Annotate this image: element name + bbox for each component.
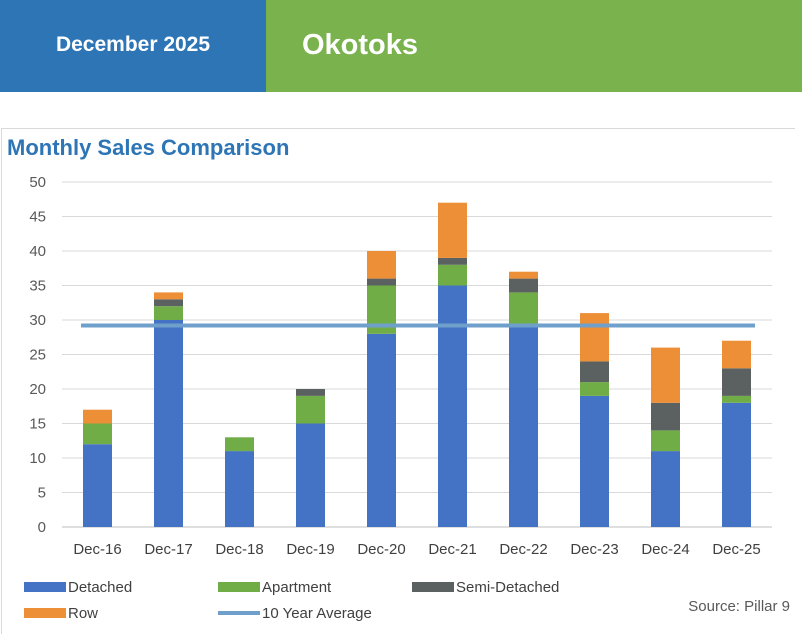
bar-segment-semi-detached: [580, 361, 609, 383]
chart-panel: [1, 128, 795, 634]
bar-segment-semi-detached: [722, 368, 751, 396]
bar-segment-row: [509, 271, 538, 279]
y-tick-label: 35: [29, 278, 46, 295]
y-tick-label: 0: [38, 519, 46, 536]
y-tick-label: 25: [29, 347, 46, 364]
legend-label: 10 Year Average: [262, 605, 372, 622]
bar-segment-row: [580, 313, 609, 362]
header-date-panel: December 2025: [0, 0, 266, 92]
bar-segment-row: [722, 340, 751, 369]
legend-label: Semi-Detached: [456, 579, 559, 596]
bar-segment-apartment: [580, 382, 609, 396]
bar-segment-detached: [296, 423, 325, 527]
header-date: December 2025: [55, 33, 211, 56]
bar-segment-apartment: [509, 292, 538, 327]
legend-label: Apartment: [262, 579, 332, 596]
x-tick-label: Dec-24: [641, 541, 689, 558]
bar-segment-apartment: [225, 437, 254, 452]
y-tick-label: 30: [29, 312, 46, 329]
legend-swatch: [412, 582, 454, 592]
bar-segment-apartment: [438, 264, 467, 286]
bar-segment-apartment: [154, 306, 183, 320]
y-tick-label: 45: [29, 209, 46, 226]
bar-segment-semi-detached: [367, 278, 396, 286]
bar-segment-semi-detached: [154, 299, 183, 307]
bar-segment-detached: [580, 395, 609, 527]
bar-segment-row: [367, 251, 396, 279]
legend-label: Detached: [68, 579, 132, 596]
x-tick-label: Dec-25: [712, 541, 760, 558]
x-tick-label: Dec-19: [286, 541, 334, 558]
legend-swatch: [24, 582, 66, 592]
header-location-panel: Okotoks: [266, 0, 802, 92]
bar-segment-detached: [509, 326, 538, 527]
bar-segment-detached: [154, 320, 183, 527]
bar-segment-detached: [438, 285, 467, 527]
bar-segment-detached: [83, 444, 112, 527]
y-tick-label: 15: [29, 416, 46, 433]
x-tick-label: Dec-22: [499, 541, 547, 558]
bar-segment-apartment: [651, 430, 680, 452]
y-tick-label: 40: [29, 243, 46, 260]
y-tick-label: 5: [38, 485, 46, 502]
legend-swatch: [24, 608, 66, 618]
x-tick-label: Dec-21: [428, 541, 476, 558]
bar-segment-detached: [651, 451, 680, 527]
y-tick-label: 20: [29, 381, 46, 398]
bar-segment-semi-detached: [296, 389, 325, 396]
bar-segment-apartment: [296, 395, 325, 424]
chart-title: Monthly Sales Comparison: [7, 135, 290, 160]
x-tick-label: Dec-18: [215, 541, 263, 558]
bar-segment-semi-detached: [651, 402, 680, 431]
bar-segment-row: [651, 347, 680, 403]
bar-segment-apartment: [722, 395, 751, 403]
x-tick-label: Dec-17: [144, 541, 192, 558]
x-tick-label: Dec-20: [357, 541, 405, 558]
y-tick-label: 50: [29, 174, 46, 191]
bar-segment-semi-detached: [509, 278, 538, 293]
x-tick-label: Dec-16: [73, 541, 121, 558]
bar-segment-semi-detached: [438, 257, 467, 265]
bar-segment-apartment: [83, 423, 112, 445]
bar-segment-row: [154, 292, 183, 300]
bar-segment-detached: [722, 402, 751, 527]
header-location: Okotoks: [302, 29, 419, 61]
bar-segment-detached: [225, 451, 254, 527]
x-tick-label: Dec-23: [570, 541, 618, 558]
bar-segment-row: [83, 409, 112, 424]
bar-segment-detached: [367, 333, 396, 527]
source-note: Source: Pillar 9: [688, 598, 790, 615]
legend-swatch: [218, 582, 260, 592]
bar-segment-row: [438, 202, 467, 258]
y-tick-label: 10: [29, 450, 46, 467]
legend-label: Row: [68, 605, 98, 622]
